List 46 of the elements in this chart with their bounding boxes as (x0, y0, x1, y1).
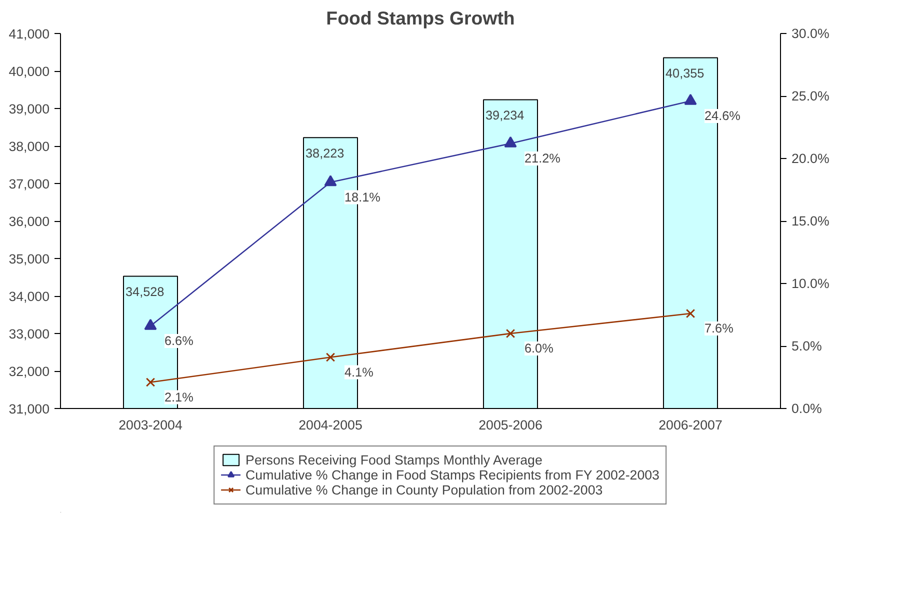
x-tick-label: 2006-2007 (658, 418, 722, 432)
data-label: 4.1% (344, 365, 374, 380)
point (144, 318, 157, 330)
point (146, 378, 156, 387)
x-tick-label: 2003-2004 (118, 418, 183, 432)
legend-label: Cumulative % Change in County Population from 2002-2003 (246, 482, 603, 497)
point (504, 136, 517, 148)
data-label: 18.1% (344, 190, 380, 204)
y-tick-label: 38,000 (8, 139, 50, 154)
y2-tick-label: 10.0% (792, 276, 830, 291)
x-tick-label: 2004-2005 (298, 418, 362, 432)
y2-tick-label: 30.0% (792, 26, 830, 41)
data-label: 39,234 (486, 108, 524, 123)
data-label: 24.6% (704, 109, 740, 123)
y2-tick-label: 25.0% (792, 88, 830, 104)
data-label: 6.0% (524, 342, 554, 356)
point (506, 328, 516, 338)
y-tick-label: 41,000 (8, 26, 50, 42)
y-tick-label: 37,000 (8, 176, 50, 192)
y-tick-label: 34,000 (8, 289, 50, 304)
y-tick-label: 40,000 (8, 64, 50, 79)
legend-label: Cumulative % Change in Food Stamps Recipients from FY 2002-2003 (246, 467, 660, 482)
point (686, 308, 696, 318)
y2-tick-label: 15.0% (792, 214, 830, 228)
data-label: 2.1% (164, 390, 194, 404)
data-label: 40,355 (666, 66, 704, 81)
y-tick-label: 33,000 (8, 326, 50, 342)
data-label: 34,528 (126, 285, 164, 300)
y2-tick-label: 0.0% (792, 401, 822, 416)
y-tick-label: 31,000 (8, 402, 50, 416)
data-label: 6.6% (164, 334, 194, 348)
data-label: 21.2% (524, 152, 560, 166)
legend-label: Persons Receiving Food Stamps Monthly Average (246, 452, 542, 467)
y-tick-label: 39,000 (8, 102, 50, 116)
data-label: 7.6% (704, 322, 734, 336)
point (684, 94, 697, 105)
y-tick-label: 36,000 (8, 214, 50, 229)
data-label: 38,223 (306, 146, 344, 161)
y2-tick-label: 5.0% (792, 338, 822, 354)
chart-title: Food Stamps Growth (326, 8, 515, 28)
y-tick-label: 35,000 (8, 252, 50, 266)
y2-tick-label: 20.0% (792, 151, 830, 166)
point (324, 175, 337, 186)
point (326, 352, 336, 362)
x-tick-label: 2005-2006 (478, 418, 542, 432)
y-tick-label: 32,000 (8, 364, 50, 379)
